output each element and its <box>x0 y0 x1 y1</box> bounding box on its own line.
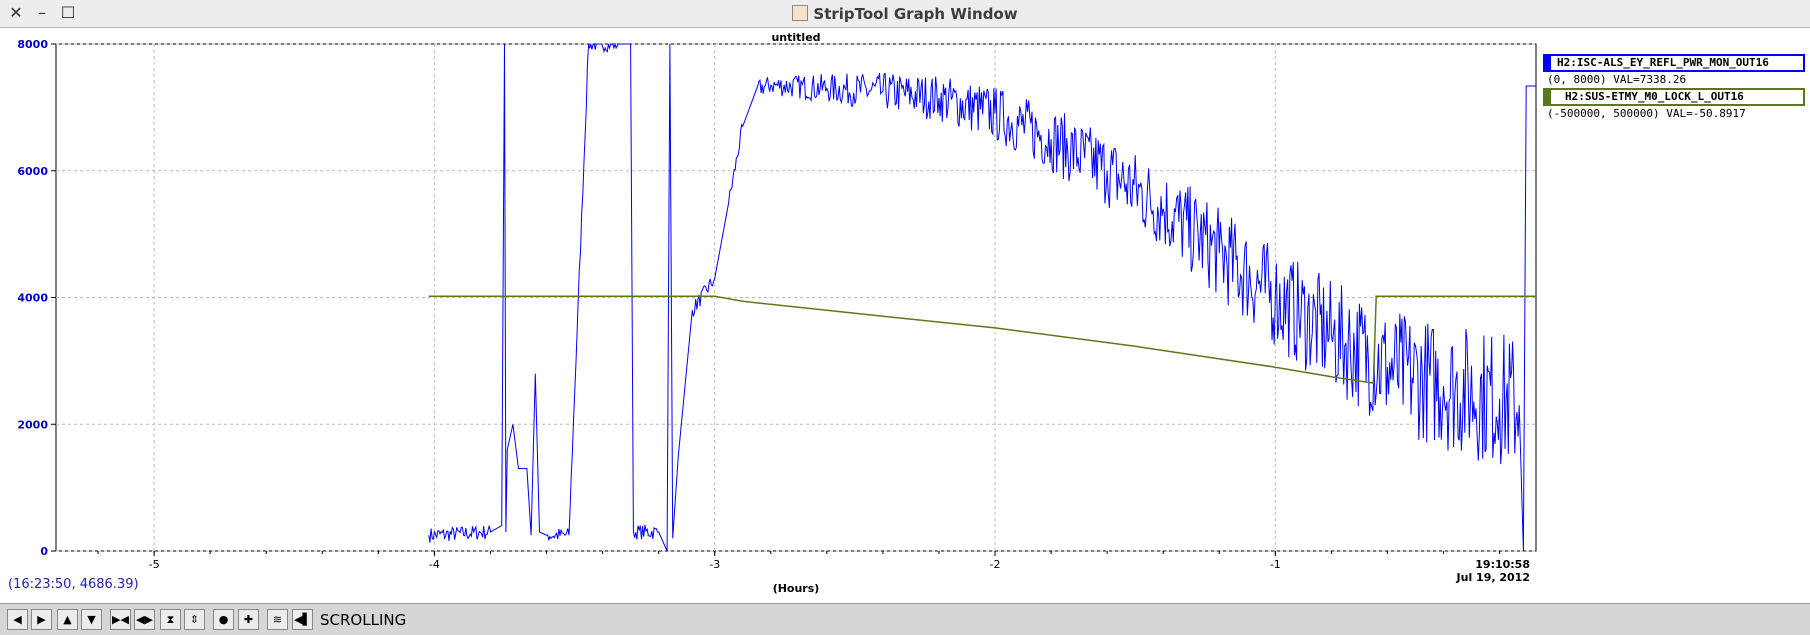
close-icon[interactable]: ✕ <box>9 3 23 22</box>
maximize-icon[interactable]: ☐ <box>60 3 76 22</box>
end-date-label: Jul 19, 2012 <box>1456 571 1530 584</box>
app-icon <box>792 5 809 21</box>
plot-area[interactable]: 0 2000 4000 6000 8000 -5 -4 -3 -2 -1 untitled (Hour… <box>0 28 1810 603</box>
end-time-label: 19:10:58 <box>1475 558 1530 571</box>
legend-series-2-name[interactable]: H2:SUS-ETMY_M0_LOCK_L_OUT16 <box>1543 88 1805 106</box>
x-tick-label: -3 <box>709 558 720 571</box>
minimize-icon[interactable]: – <box>38 3 46 22</box>
zoom-y-in-icon[interactable]: ⧗ <box>160 609 181 630</box>
legend-series-1-range: (0, 8000) <box>1547 73 1607 86</box>
legend-series-1-val: VAL=7338.26 <box>1613 73 1687 86</box>
arrow-down-icon[interactable]: ▼ <box>81 609 102 630</box>
window-title-text: StripTool Graph Window <box>813 5 1018 23</box>
y-tick-label: 8000 <box>17 38 48 51</box>
strip-chart[interactable]: 0 2000 4000 6000 8000 -5 -4 -3 -2 -1 untitled (Hour… <box>0 28 1810 603</box>
autoscale-icon[interactable]: ≋ <box>267 609 288 630</box>
x-tick-label: -5 <box>149 558 160 571</box>
pause-icon[interactable]: ◀▌ <box>292 609 313 630</box>
series-line-2 <box>428 295 1536 384</box>
y-tick-label: 6000 <box>17 165 48 178</box>
zoom-reset-icon[interactable]: ✚ <box>238 609 259 630</box>
legend-series-2-val: VAL=-50.8917 <box>1666 107 1746 120</box>
x-tick-label: -1 <box>1270 558 1281 571</box>
mode-label: SCROLLING <box>320 611 407 629</box>
arrow-up-icon[interactable]: ▲ <box>57 609 78 630</box>
legend-series-2-range: (-500000, 500000) <box>1547 107 1660 120</box>
refresh-icon[interactable]: ● <box>213 609 234 630</box>
legend-series-1-value: (0, 8000) VAL=7338.26 <box>1543 72 1805 88</box>
zoom-x-in-icon[interactable]: ▶◀ <box>110 609 131 630</box>
legend: H2:ISC-ALS_EY_REFL_PWR_MON_OUT16 (0, 800… <box>1543 54 1805 122</box>
window-title: StripTool Graph Window <box>0 5 1810 23</box>
arrow-left-icon[interactable]: ◀ <box>7 609 28 630</box>
x-tick-label: -2 <box>990 558 1001 571</box>
title-bar: ✕ – ☐ StripTool Graph Window <box>0 0 1810 28</box>
zoom-x-out-icon[interactable]: ◀▶ <box>134 609 155 630</box>
y-tick-label: 4000 <box>17 292 48 305</box>
y-tick-label: 0 <box>40 545 48 558</box>
cursor-readout: (16:23:50, 4686.39) <box>8 577 139 592</box>
x-tick-label: -4 <box>429 558 440 571</box>
legend-series-1-name[interactable]: H2:ISC-ALS_EY_REFL_PWR_MON_OUT16 <box>1543 54 1805 72</box>
arrow-right-icon[interactable]: ▶ <box>31 609 52 630</box>
toolbar: ◀ ▶ ▲ ▼ ▶◀ ◀▶ ⧗ ⇕ ● ✚ ≋ ◀▌ SCROLLING <box>0 603 1810 635</box>
zoom-y-out-icon[interactable]: ⇕ <box>184 609 205 630</box>
x-axis-label: (Hours) <box>773 582 820 595</box>
chart-title: untitled <box>771 31 820 44</box>
series-line-1 <box>428 42 1536 552</box>
legend-series-2-value: (-500000, 500000) VAL=-50.8917 <box>1543 106 1805 122</box>
y-tick-label: 2000 <box>17 418 48 431</box>
